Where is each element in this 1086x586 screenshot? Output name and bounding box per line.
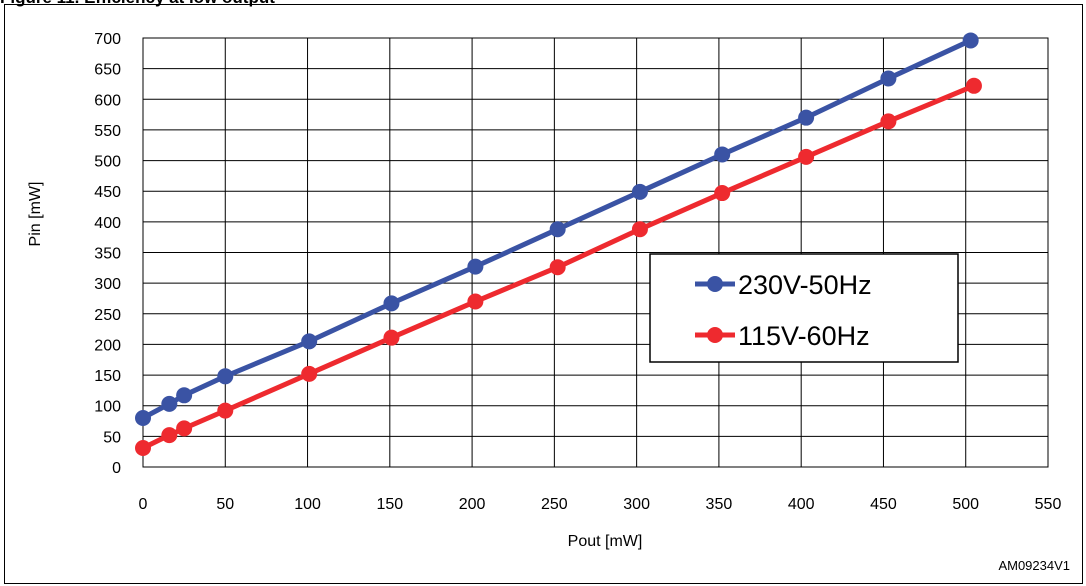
legend-marker-115v	[707, 327, 723, 343]
data-point	[714, 185, 731, 202]
x-tick-label: 400	[788, 496, 815, 513]
x-tick-label: 150	[376, 496, 403, 513]
data-point	[549, 259, 566, 276]
figure-frame	[4, 4, 1083, 584]
data-point	[631, 183, 648, 200]
series	[135, 32, 982, 457]
data-point	[217, 368, 234, 385]
y-tick-label: 600	[94, 92, 121, 109]
y-tick-label: 150	[94, 368, 121, 385]
data-point	[467, 258, 484, 275]
x-tick-label: 50	[216, 496, 234, 513]
legend-label-115v: 115V-60Hz	[738, 321, 870, 351]
y-tick-label: 0	[112, 460, 121, 477]
x-axis-label: Pout [mW]	[568, 533, 643, 550]
figure-code: AM09234V1	[998, 558, 1070, 573]
x-tick-label: 100	[294, 496, 321, 513]
data-point	[714, 146, 731, 163]
y-tick-label: 650	[94, 62, 121, 79]
data-point	[383, 329, 400, 346]
data-point	[798, 109, 815, 126]
legend: 230V-50Hz 115V-60Hz	[649, 253, 959, 363]
data-point	[176, 387, 193, 404]
y-tick-label: 500	[94, 154, 121, 171]
x-tick-label: 300	[623, 496, 650, 513]
y-tick-label: 700	[94, 31, 121, 48]
data-point	[383, 295, 400, 312]
legend-box	[649, 253, 959, 363]
data-point	[467, 293, 484, 310]
y-tick-label: 50	[103, 429, 121, 446]
data-point	[176, 420, 193, 437]
y-tick-label: 200	[94, 337, 121, 354]
data-point	[962, 32, 979, 49]
grid	[142, 37, 1049, 468]
data-point	[880, 113, 897, 130]
y-tick-label: 550	[94, 123, 121, 140]
y-tick-label: 450	[94, 184, 121, 201]
y-tick-label: 400	[94, 215, 121, 232]
data-point	[631, 221, 648, 238]
data-point	[301, 333, 318, 350]
legend-label-230v: 230V-50Hz	[738, 270, 872, 300]
y-axis-label: Pin [mW]	[27, 182, 44, 247]
y-tick-label: 100	[94, 399, 121, 416]
series-1	[135, 77, 982, 457]
y-tick-label: 350	[94, 246, 121, 263]
x-tick-label: 550	[1035, 496, 1062, 513]
tick-labels: 0501001502002503003504004505005506006507…	[94, 31, 1061, 513]
data-point	[161, 427, 178, 444]
x-tick-label: 200	[459, 496, 486, 513]
series-0	[135, 32, 979, 426]
data-point	[965, 77, 982, 94]
data-point	[217, 402, 234, 419]
data-point	[880, 70, 897, 87]
legend-marker-230v	[707, 276, 723, 292]
x-tick-label: 0	[139, 496, 148, 513]
data-point	[301, 365, 318, 382]
data-point	[798, 148, 815, 165]
data-point	[549, 221, 566, 238]
figure-caption: Figure 11. Efficiency at low output	[0, 0, 275, 8]
y-tick-label: 300	[94, 276, 121, 293]
y-tick-label: 250	[94, 307, 121, 324]
x-tick-label: 500	[952, 496, 979, 513]
x-tick-label: 450	[870, 496, 897, 513]
x-tick-label: 350	[706, 496, 733, 513]
x-tick-label: 250	[541, 496, 568, 513]
data-point	[161, 395, 178, 412]
data-point	[135, 409, 151, 426]
data-point	[135, 440, 151, 457]
